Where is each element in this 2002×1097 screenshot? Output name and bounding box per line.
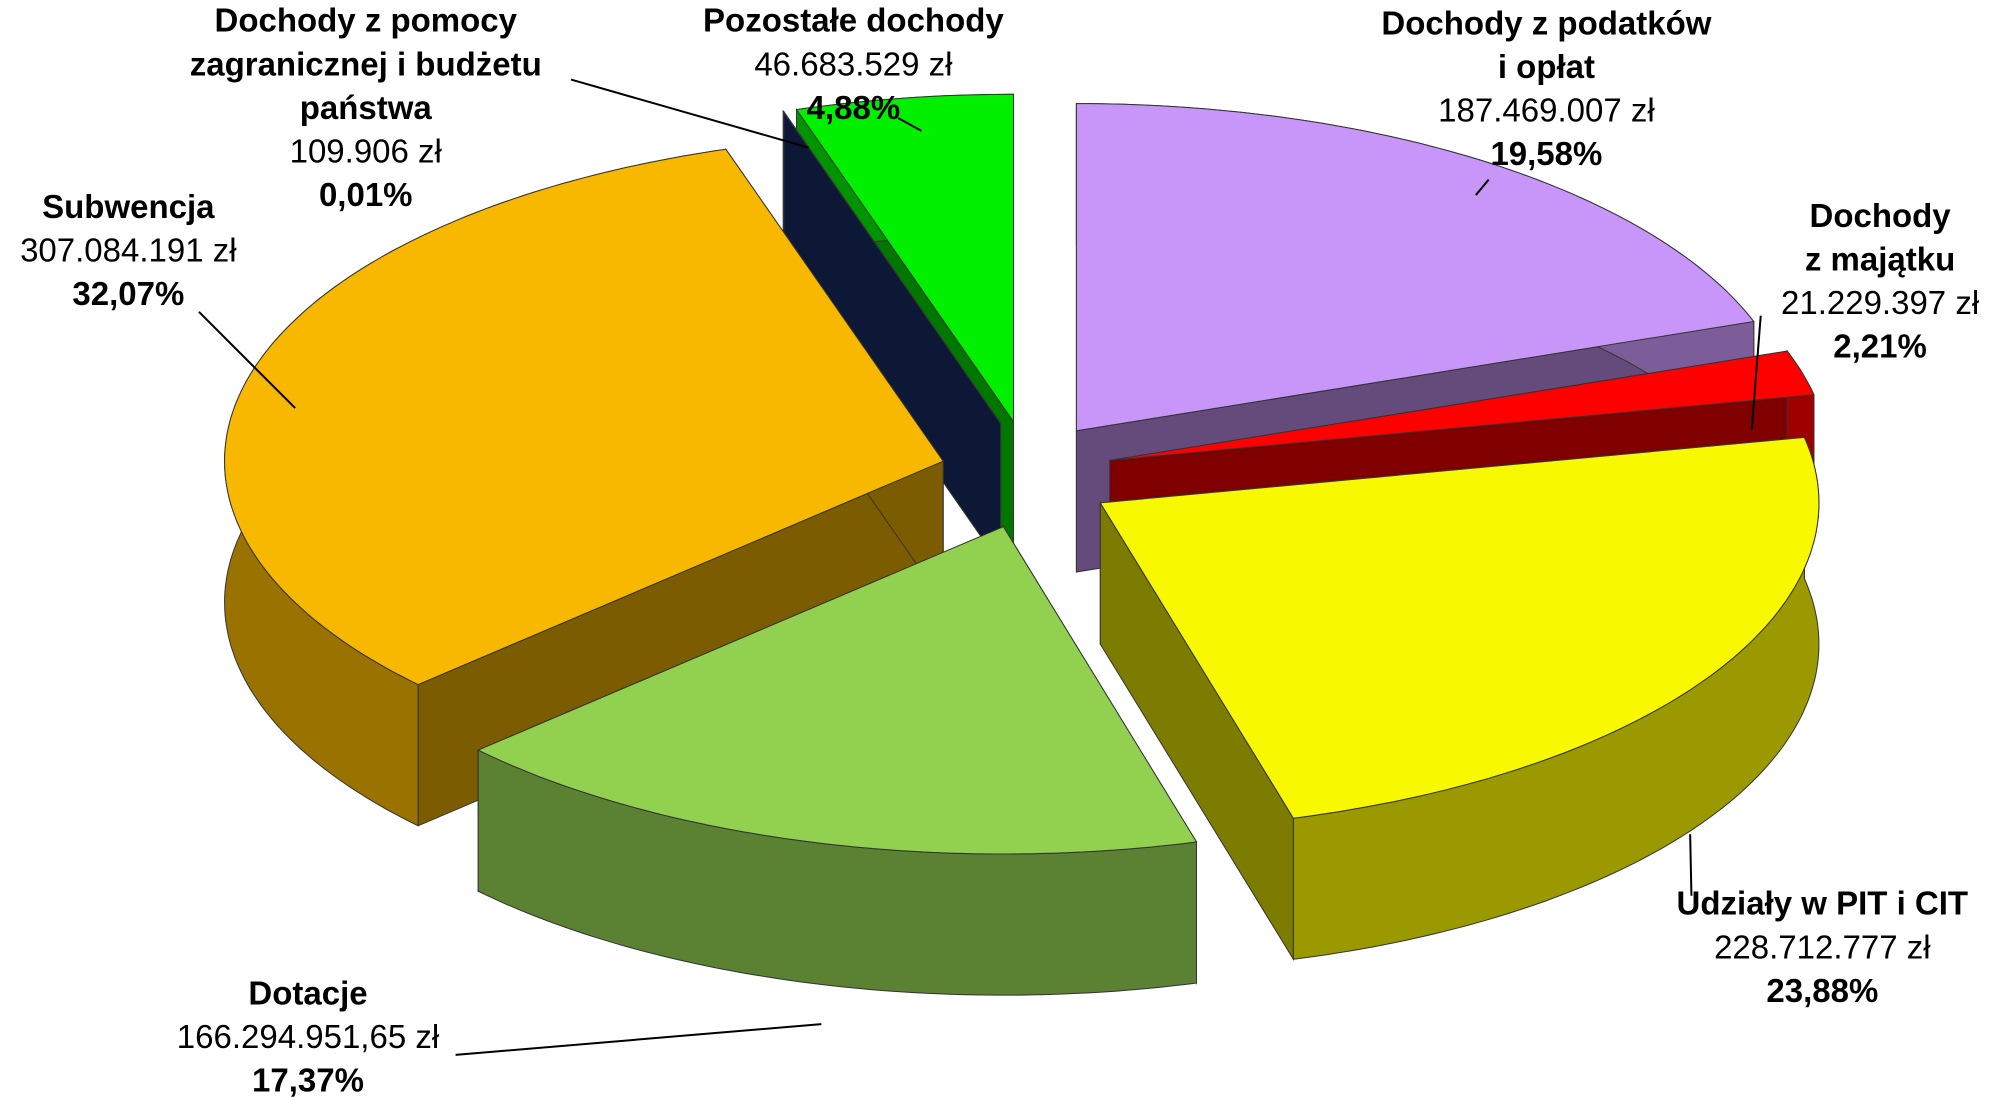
slice — [224, 147, 944, 827]
slice-amount: 187.469.007 zł — [1438, 92, 1655, 129]
slice-percent: 17,37% — [252, 1062, 364, 1097]
slice-name: Udziały w PIT i CIT — [1677, 885, 1969, 922]
slice-name: Dochody z podatków — [1381, 4, 1711, 41]
leader-line — [1689, 834, 1693, 896]
slice-name: Dochody — [1809, 197, 1951, 234]
slice — [782, 109, 1002, 567]
slice-amount: 21.229.397 zł — [1781, 284, 1980, 321]
slice-top — [1109, 350, 1815, 461]
slice-name: Dochody z pomocy — [214, 2, 517, 39]
slice-amount: 228.712.777 zł — [1714, 928, 1931, 965]
slice-percent: 0,01% — [319, 176, 413, 213]
slice-amount: 46.683.529 zł — [754, 45, 953, 82]
leader-line — [1750, 315, 1762, 430]
leader-line — [455, 1023, 822, 1056]
slice-name: Pozostałe dochody — [703, 2, 1004, 39]
leader-line — [897, 117, 922, 132]
slice-percent: 19,58% — [1490, 135, 1602, 172]
slice-top — [476, 526, 1198, 855]
slice-percent: 4,88% — [807, 89, 901, 126]
slice-name: z majątku — [1805, 240, 1955, 277]
slice-top — [782, 111, 1002, 424]
slice-top — [224, 148, 944, 686]
slice-name: państwa — [300, 89, 433, 126]
slice-percent: 23,88% — [1766, 972, 1878, 1009]
leader-line — [198, 311, 296, 409]
slice-percent: 2,21% — [1833, 328, 1927, 365]
slice-name: i opłat — [1498, 48, 1595, 85]
slice — [476, 524, 1198, 996]
slice-top — [1075, 103, 1755, 432]
slice-amount: 307.084.191 zł — [20, 231, 237, 268]
slice-name: Subwencja — [42, 188, 215, 225]
leader-line — [1475, 179, 1490, 196]
slice-amount: 166.294.951,65 zł — [177, 1018, 440, 1055]
slice-percent: 32,07% — [72, 275, 184, 312]
slice-name: zagranicznej i budżetu — [190, 45, 542, 82]
slice-top — [1099, 436, 1820, 819]
leader-line — [570, 78, 809, 149]
slice-amount: 109.906 zł — [290, 133, 443, 170]
slice — [1099, 436, 1820, 962]
slice-name: Dotacje — [248, 974, 367, 1011]
slice-top — [795, 93, 1014, 424]
